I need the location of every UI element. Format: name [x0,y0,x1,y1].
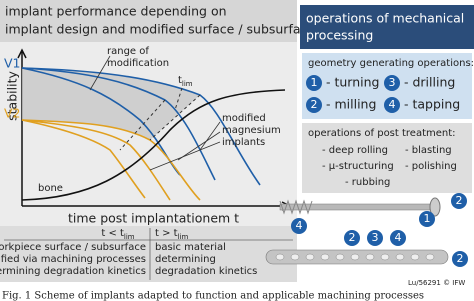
right-title: operations of mechanical [306,11,464,26]
caption: Fig. 1 Scheme of implants adapted to fun… [2,291,424,301]
bone-label: bone [38,183,63,194]
y-axis-label: stability [5,71,20,121]
op-number: 1 [311,76,318,89]
table-bg [0,226,297,282]
right-title-bar [300,5,474,49]
header-main: t < t [101,228,124,239]
post-op: - rubbing [345,177,390,188]
screw-marker [451,193,467,209]
limit-lines [119,87,201,151]
post-op: - polishing [405,161,457,172]
right-title: processing [306,28,373,43]
table-cell: workpiece surface / subsurface [0,242,146,253]
op-marker [306,97,322,113]
t-lim-sub: lim [182,80,193,88]
bone-curve [21,89,286,201]
implants-label: implants [222,137,265,148]
geometry-heading: geometry generating operations: [308,58,474,69]
table-cell: degradation kinetics [155,266,257,277]
post-heading: operations of post treatment: [308,128,456,139]
range-label: modification [107,58,169,69]
post-op: - µ-structuring [322,161,394,172]
v1-label: V1 [4,56,21,71]
op-label: - milling [326,97,376,112]
marker-number: 1 [424,212,431,225]
credit: Lu/56291 © IFW [408,279,465,287]
table-cell: determining [155,254,216,265]
plate-marker [344,230,360,246]
table-cell: determining degradation kinetics [0,266,146,277]
header-main: t > t [155,228,178,239]
marker-number: 2 [457,252,464,265]
op-label: - turning [326,75,379,90]
header-sub: lim [124,233,135,241]
implants-label: modified [222,113,266,124]
plate-marker [367,230,383,246]
range-label: range of [107,46,149,57]
op-number: 2 [311,98,318,111]
table-cell: modified via machining processes [0,254,146,265]
table-cell: basic material [155,242,226,253]
op-label: - drilling [404,75,455,90]
plate-marker [452,251,468,267]
marker-number: 2 [349,231,356,244]
table-header: t < tlim [101,228,134,241]
marker-number: 2 [456,194,463,207]
screw-marker [291,218,307,234]
post-op: - deep rolling [322,145,388,156]
screw [279,197,441,217]
header-sub: lim [178,233,189,241]
v2-curves [21,119,201,201]
implants-label: magnesium [222,125,281,136]
left-title: implant design and modified surface / su… [5,22,315,37]
marker-number: 4 [395,231,402,244]
op-number: 3 [389,76,396,89]
op-marker [384,97,400,113]
left-title: implant performance depending on [5,4,227,19]
screw-marker [419,211,435,227]
plate [265,249,449,265]
op-marker [384,75,400,91]
left-title-bar [0,0,297,42]
marker-number: 4 [296,219,303,232]
op-label: - tapping [404,97,460,112]
x-axis-label: time post implantationem t [68,211,239,226]
table-header: t > tlim [155,228,188,241]
marker-number: 3 [372,231,379,244]
op-marker [306,75,322,91]
plate-marker [390,230,406,246]
v2-label: V2 [4,106,21,121]
op-number: 4 [389,98,396,111]
post-op: - blasting [405,145,452,156]
post-box [302,123,472,193]
t-lim-main: t [178,75,182,86]
t-lim-label: tlim [178,75,193,88]
pointer-lines [89,55,221,171]
